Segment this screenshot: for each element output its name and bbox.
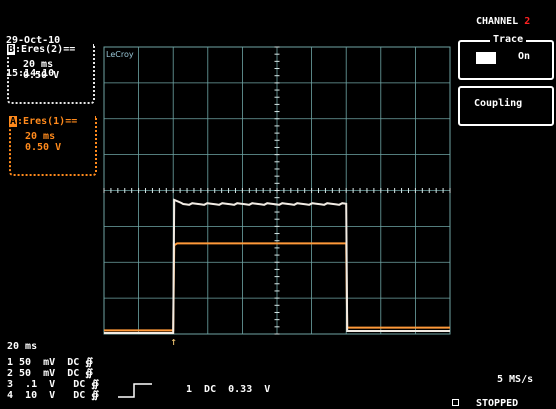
trace-volts: 0.50 V (25, 142, 62, 153)
trace-timebase: 20 ms (25, 131, 56, 142)
channel-menu-title: CHANNEL 2 (476, 16, 531, 27)
channel-4-readout: 4 10 V DC ∯ (7, 390, 100, 401)
channel-1-readout: 1 50 mV DC ∯ (7, 357, 94, 368)
date-time: 29-Oct-10 15:14:10 (6, 13, 60, 90)
time-label: 15:14:10 (6, 68, 55, 79)
sample-rate: 5 MS/s (497, 374, 534, 385)
status-square-icon (452, 399, 459, 406)
trace-a-descriptor[interactable]: A:Eres(1)== 20 ms 0.50 V (9, 116, 97, 176)
trace-b-descriptor[interactable]: B:Eres(2)== 20 ms 0.50 V (7, 44, 95, 104)
trigger-info: 1 DC 0.33 V (186, 384, 271, 395)
trigger-edge-icon (118, 383, 152, 398)
date-label: 29-Oct-10 (6, 35, 61, 46)
trace-label: :Eres(1)== (17, 116, 78, 127)
trace-volts: 0.50 V (23, 70, 60, 81)
coupling-label: Coupling (474, 98, 523, 109)
timebase-readout: 20 ms (7, 341, 38, 352)
trace-toggle-button[interactable]: Trace On (458, 34, 554, 80)
brand-label: LeCroy (106, 50, 134, 59)
trigger-marker: ↑ (170, 335, 177, 348)
trace-letter: A (9, 116, 18, 127)
trace-caption: Trace (490, 34, 527, 45)
channel-2-readout: 2 50 mV DC ∯ (7, 368, 94, 379)
acquisition-status: STOPPED (476, 398, 519, 409)
trace-label: :Eres(2)== (15, 44, 76, 55)
trace-b-waveform (104, 198, 450, 334)
channel-3-readout: 3 .1 V DC ∯ (7, 379, 100, 390)
channel-number: 2 (524, 16, 531, 27)
trace-indicator (476, 52, 496, 64)
coupling-button[interactable]: Coupling (458, 86, 554, 126)
trace-timebase: 20 ms (23, 59, 54, 70)
trace-letter: B (7, 44, 16, 55)
trace-value: On (518, 51, 531, 62)
